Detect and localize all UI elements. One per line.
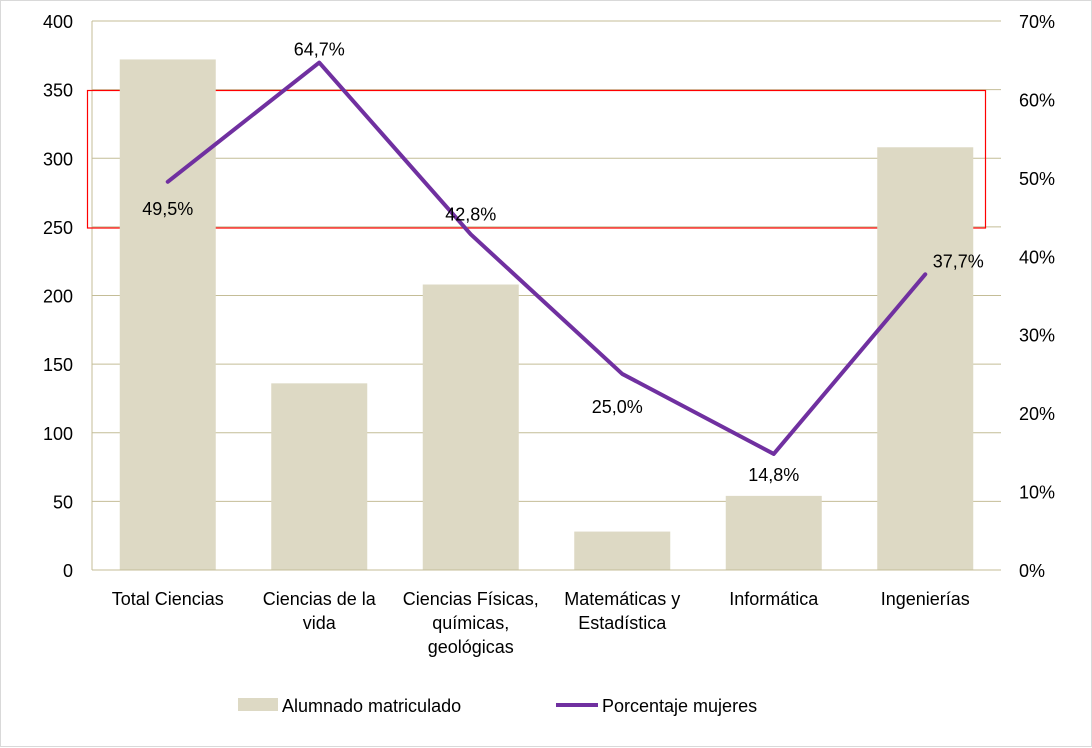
x-tick-label: químicas, <box>432 613 509 633</box>
legend-swatch-alumnado <box>238 698 278 711</box>
y-left-tick-label: 300 <box>43 149 73 169</box>
y-right-tick-label: 30% <box>1019 326 1055 346</box>
legend-label: Alumnado matriculado <box>282 696 461 716</box>
data-label: 49,5% <box>142 199 193 219</box>
y-right-tick-label: 20% <box>1019 404 1055 424</box>
y-left-tick-label: 150 <box>43 355 73 375</box>
y-left-tick-label: 400 <box>43 12 73 32</box>
x-tick-label: vida <box>303 613 337 633</box>
y-right-tick-label: 40% <box>1019 247 1055 267</box>
y-right-tick-label: 50% <box>1019 169 1055 189</box>
y-left-tick-label: 200 <box>43 287 73 307</box>
bar-2 <box>271 383 367 570</box>
legend-label: Porcentaje mujeres <box>602 696 757 716</box>
data-label: 42,8% <box>445 204 496 224</box>
bar-4 <box>574 532 670 570</box>
y-right-tick-label: 60% <box>1019 90 1055 110</box>
bar-6 <box>877 147 973 570</box>
bar-3 <box>423 285 519 570</box>
x-tick-label: Estadística <box>578 613 667 633</box>
y-right-tick-label: 10% <box>1019 483 1055 503</box>
y-left-tick-label: 100 <box>43 424 73 444</box>
x-tick-label: Matemáticas y <box>564 589 680 609</box>
x-tick-label: Ciencias Físicas, <box>403 589 539 609</box>
bar-5 <box>726 496 822 570</box>
x-tick-label: Ciencias de la <box>263 589 377 609</box>
x-tick-label: Total Ciencias <box>112 589 224 609</box>
x-tick-label: Informática <box>729 589 819 609</box>
data-label: 64,7% <box>294 40 345 60</box>
data-label: 37,7% <box>933 251 984 271</box>
y-right-tick-label: 0% <box>1019 561 1045 581</box>
highlight-box <box>88 91 986 229</box>
x-tick-label: Ingenierías <box>881 589 970 609</box>
y-left-tick-label: 350 <box>43 81 73 101</box>
bar-1 <box>120 59 216 570</box>
data-label: 14,8% <box>748 465 799 485</box>
y-left-tick-label: 50 <box>53 492 73 512</box>
y-left-tick-label: 250 <box>43 218 73 238</box>
y-left-tick-label: 0 <box>63 561 73 581</box>
y-right-tick-label: 70% <box>1019 12 1055 32</box>
data-label: 25,0% <box>592 397 643 417</box>
x-tick-label: geológicas <box>428 637 514 657</box>
